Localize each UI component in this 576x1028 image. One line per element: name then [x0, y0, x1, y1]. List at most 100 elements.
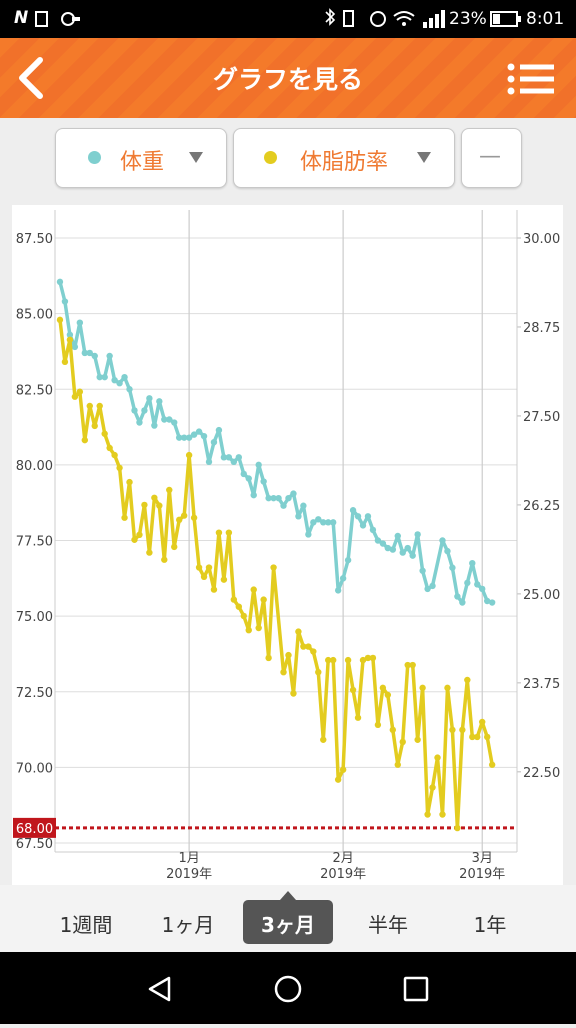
data-point: [399, 738, 406, 746]
nav-home[interactable]: [274, 975, 302, 1003]
x-tick-label: 2月 2019年: [320, 851, 367, 882]
data-point: [414, 736, 421, 743]
status-bar: N 23% 8:01: [0, 0, 576, 38]
data-point: [255, 461, 262, 469]
data-point: [479, 585, 486, 593]
data-point: [141, 501, 148, 509]
data-point: [389, 546, 397, 553]
data-point: [240, 470, 247, 478]
data-point: [270, 494, 277, 502]
data-point: [394, 761, 401, 768]
data-point: [429, 582, 436, 590]
data-point: [141, 407, 148, 414]
data-point: [334, 587, 342, 594]
back-button[interactable]: [14, 56, 48, 100]
x-tick-label: 1月 2019年: [166, 851, 213, 882]
data-point: [444, 684, 451, 692]
data-point: [474, 733, 481, 741]
menu-button[interactable]: [506, 62, 556, 96]
data-point: [434, 754, 441, 761]
data-point: [151, 494, 158, 501]
data-point: [106, 352, 113, 360]
data-point: [369, 654, 377, 662]
data-point: [136, 531, 143, 539]
data-point: [444, 547, 451, 555]
data-point: [374, 537, 382, 544]
data-point: [136, 419, 143, 426]
period-tab[interactable]: 3ヶ月: [261, 913, 315, 937]
data-point: [454, 824, 461, 832]
notification-icons: [35, 11, 80, 27]
target-label-bg: [13, 817, 56, 838]
data-point: [464, 579, 471, 587]
data-point: [245, 475, 252, 482]
data-point: [339, 575, 347, 582]
data-point: [349, 507, 357, 514]
data-point: [250, 586, 257, 593]
y2-tick-label: 30.00: [523, 232, 560, 247]
dropdown-arrow: [417, 152, 431, 163]
data-point: [200, 432, 208, 440]
chart-background: [12, 205, 563, 885]
data-point: [414, 531, 421, 538]
data-point: [359, 522, 367, 529]
period-tab[interactable]: 1ヶ月: [161, 913, 215, 937]
system-icons: [325, 8, 445, 28]
series-selector[interactable]: 体脂肪率: [233, 128, 455, 188]
data-point: [399, 549, 406, 556]
screen-title: グラフを見る: [212, 65, 363, 94]
data-point: [195, 564, 203, 571]
data-point: [126, 478, 133, 486]
data-point: [290, 490, 297, 497]
tab-highlight: [243, 891, 333, 944]
period-tab[interactable]: 1週間: [59, 913, 113, 937]
battery-icon: [490, 11, 521, 27]
nav-back[interactable]: [148, 976, 171, 1002]
data-point: [369, 526, 377, 534]
period-tab[interactable]: 半年: [368, 913, 408, 937]
data-point: [300, 502, 307, 509]
data-point: [459, 599, 466, 606]
data-point: [379, 684, 387, 692]
data-point: [76, 319, 84, 326]
data-point: [171, 543, 178, 551]
data-point: [61, 298, 69, 305]
data-point: [116, 464, 123, 472]
data-point: [210, 586, 218, 593]
clock: 8:01: [526, 9, 565, 29]
data-point: [320, 736, 327, 743]
y-tick-label: 77.50: [16, 535, 53, 550]
extra-selector[interactable]: —: [461, 128, 522, 188]
data-point: [483, 733, 491, 741]
data-point: [91, 422, 98, 430]
data-point: [364, 513, 372, 520]
data-point: [215, 529, 223, 536]
data-point: [439, 537, 446, 544]
data-point: [230, 458, 238, 466]
y-tick-label: 87.50: [16, 232, 53, 247]
data-point: [280, 668, 287, 676]
period-tab[interactable]: 1年: [473, 913, 507, 937]
nav-recents[interactable]: [403, 976, 429, 1002]
y-tick-label: 85.00: [16, 308, 53, 323]
data-point: [260, 596, 267, 603]
x-tick-label: 3月 2019年: [459, 851, 506, 882]
data-point: [151, 422, 158, 429]
data-point: [439, 811, 446, 818]
data-point: [56, 316, 64, 324]
data-point: [225, 529, 233, 536]
series-selector[interactable]: 体重: [55, 128, 227, 188]
data-point: [329, 519, 337, 526]
data-point: [424, 585, 431, 593]
data-point: [310, 519, 317, 526]
data-point: [190, 514, 198, 521]
data-point: [409, 661, 416, 669]
nav-buttons: [148, 975, 429, 1003]
data-point: [220, 454, 228, 461]
app-header: グラフを見る: [0, 38, 576, 118]
data-point: [101, 373, 108, 381]
data-point: [161, 556, 168, 563]
data-point: [96, 402, 103, 410]
